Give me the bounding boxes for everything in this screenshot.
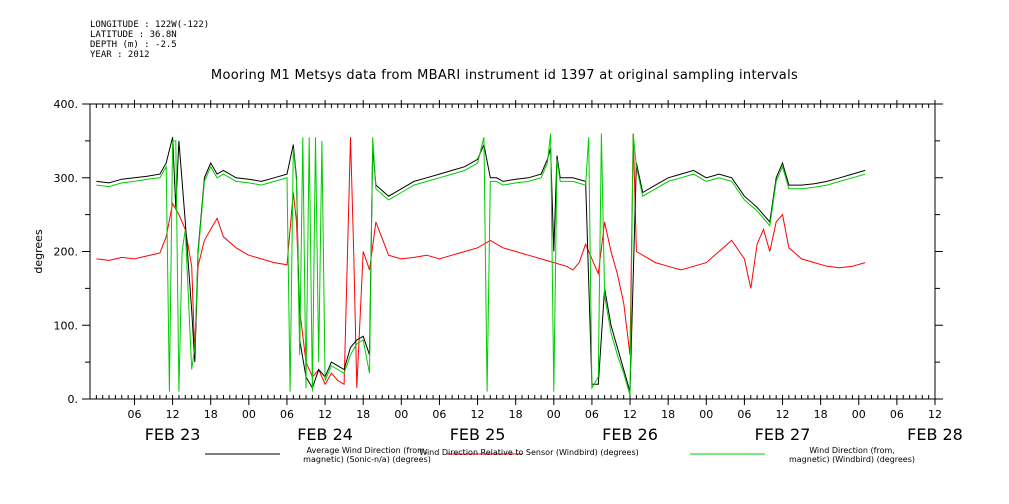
x-tick-label: 00: [242, 408, 256, 421]
x-tick-label: 06: [585, 408, 599, 421]
x-tick-label: 06: [127, 408, 141, 421]
legend-label-3: Wind Direction (from,: [809, 446, 895, 455]
y-tick-label: 100.: [54, 319, 79, 332]
x-day-label: FEB 24: [297, 425, 353, 444]
y-tick-label: 0.: [68, 393, 79, 406]
x-tick-label: 00: [394, 408, 408, 421]
legend-label-1: Average Wind Direction (from,: [306, 446, 427, 455]
y-tick-label: 300.: [54, 172, 79, 185]
series-line-1: [96, 137, 866, 392]
year-text: YEAR : 2012: [90, 50, 150, 60]
x-day-label: FEB 25: [450, 425, 506, 444]
x-tick-label: 12: [776, 408, 790, 421]
x-tick-label: 12: [623, 408, 637, 421]
x-tick-label: 00: [852, 408, 866, 421]
x-tick-label: 12: [928, 408, 942, 421]
latitude-text: LATITUDE : 36.8N: [90, 30, 177, 40]
x-tick-label: 12: [166, 408, 180, 421]
x-tick-label: 06: [432, 408, 446, 421]
x-day-label: FEB 26: [602, 425, 658, 444]
x-tick-label: 06: [890, 408, 904, 421]
chart-title: Mooring M1 Metsys data from MBARI instru…: [210, 68, 799, 83]
series-line-2: [96, 133, 866, 388]
plot-frame: [89, 103, 936, 400]
x-day-label: FEB 28: [907, 425, 963, 444]
legend-label-2: Wind Direction Relative to Sensor (Windb…: [419, 448, 639, 457]
series-line-3: [96, 133, 866, 396]
legend-label-3: magnetic) (Windbird) (degrees): [789, 455, 915, 464]
x-tick-label: 18: [509, 408, 523, 421]
x-tick-label: 18: [204, 408, 218, 421]
x-tick-label: 12: [471, 408, 485, 421]
y-tick-label: 400.: [54, 98, 79, 111]
x-tick-label: 00: [699, 408, 713, 421]
y-tick-label: 200.: [54, 246, 79, 259]
x-tick-label: 00: [547, 408, 561, 421]
longitude-text: LONGITUDE : 122W(-122): [90, 20, 210, 30]
x-tick-label: 06: [280, 408, 294, 421]
depth-text: DEPTH (m) : -2.5: [90, 40, 177, 50]
x-tick-label: 06: [737, 408, 751, 421]
x-tick-label: 18: [661, 408, 675, 421]
y-axis-label: degrees: [32, 229, 45, 274]
x-tick-label: 12: [318, 408, 332, 421]
metadata-block: LONGITUDE : 122W(-122) LATITUDE : 36.8N …: [90, 20, 209, 60]
x-tick-label: 18: [814, 408, 828, 421]
x-day-label: FEB 27: [755, 425, 811, 444]
x-tick-label: 18: [356, 408, 370, 421]
legend-label-1: magnetic) (Sonic-n/a) (degrees): [303, 455, 431, 464]
x-day-label: FEB 23: [145, 425, 201, 444]
